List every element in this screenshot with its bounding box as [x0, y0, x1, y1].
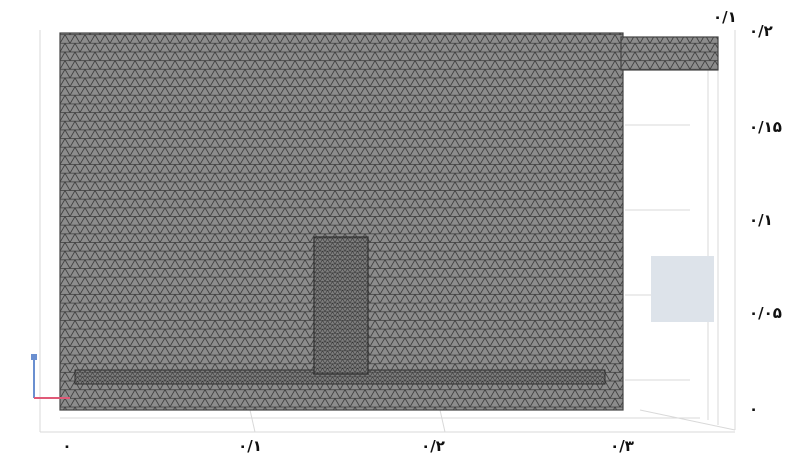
mesh-domain-extension [620, 36, 719, 71]
y-tick-label: ۰/۲ [749, 22, 773, 40]
y-tick-label: ۰/۰۵ [749, 304, 782, 322]
view-grid [39, 30, 736, 433]
x-tick-label: ۰ [62, 437, 72, 455]
x-tick-label: ۰/۳ [610, 437, 634, 455]
x-tick-label: ۰/۲ [421, 437, 445, 455]
overlay-box [651, 256, 714, 322]
x-tick-label: ۰/۱ [238, 437, 262, 455]
y-tick-label: ۰ [749, 400, 759, 418]
corner-tick-label: ۰/۱ [713, 8, 737, 26]
axis-triad [31, 354, 70, 399]
y-tick-label: ۰/۱ [749, 211, 773, 229]
mesh-refined-inner-block [313, 236, 369, 375]
y-tick-label: ۰/۱۵ [749, 118, 782, 136]
